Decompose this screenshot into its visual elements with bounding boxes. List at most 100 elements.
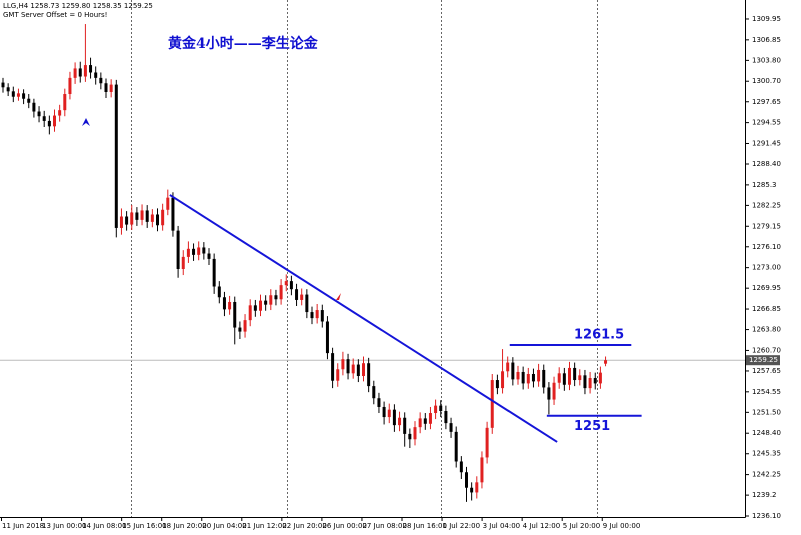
candle-body: [542, 369, 546, 388]
x-tick-label: 14 Jun 08:00: [82, 522, 126, 530]
chart-header: LLG,H4 1258.73 1259.80 1258.35 1259.25: [3, 2, 153, 10]
candle-body: [568, 367, 571, 385]
candle-body: [37, 111, 41, 117]
candle-body: [156, 214, 159, 226]
candle-body: [382, 406, 386, 418]
candle-body: [207, 253, 211, 259]
candle-body: [377, 398, 381, 407]
candle-body: [367, 363, 371, 387]
candle-body: [506, 362, 510, 372]
candle-body: [16, 93, 20, 97]
candle-body: [346, 359, 350, 374]
candle-body: [140, 210, 144, 220]
candle-body: [145, 210, 149, 222]
candle-body: [78, 68, 82, 77]
y-tick-label: 1248.40: [752, 429, 781, 437]
candle-body: [547, 387, 551, 400]
candle-body: [449, 423, 453, 432]
y-tick-label: 1276.10: [752, 243, 781, 251]
y-tick-label: 1309.95: [752, 15, 781, 23]
candle-body: [243, 320, 247, 332]
trendline: [169, 194, 558, 443]
candle-body: [253, 305, 257, 311]
candle-body: [593, 378, 597, 384]
candle-body: [526, 373, 530, 384]
x-tick-label: 18 Jun 20:00: [162, 522, 206, 530]
y-tick-label: 1297.65: [752, 98, 781, 106]
arrow-marker: [336, 293, 341, 300]
y-tick-label: 1251.50: [752, 408, 781, 416]
x-tick-label: 13 Jun 00:00: [42, 522, 86, 530]
candle-body: [166, 197, 170, 210]
x-tick-label: 21 Jun 12:00: [242, 522, 286, 530]
candle-body: [284, 281, 288, 286]
candle-body: [516, 371, 520, 380]
y-tick-label: 1269.95: [752, 284, 781, 292]
candle-body: [1, 82, 5, 88]
candle-body: [63, 94, 67, 111]
y-tick-label: 1257.65: [752, 367, 781, 375]
candle-body: [408, 433, 412, 440]
candle-body: [336, 369, 340, 381]
candle-body: [485, 427, 489, 458]
candle-body: [181, 256, 185, 269]
candle-body: [351, 364, 355, 374]
y-tick-label: 1239.2: [752, 491, 777, 499]
level-label: 1261.5: [574, 328, 624, 343]
x-tick-label: 26 Jun 00:00: [322, 522, 366, 530]
candle-body: [300, 294, 304, 300]
candle-body: [161, 209, 165, 226]
y-tick-label: 1266.85: [752, 305, 781, 313]
chart-subheader: GMT Server Offset = 0 Hours!: [3, 11, 107, 19]
candle-body: [42, 116, 46, 121]
candle-body: [490, 380, 494, 428]
candle-body: [295, 289, 299, 300]
y-tick-label: 1236.10: [752, 512, 781, 520]
y-tick-label: 1291.45: [752, 139, 781, 147]
x-tick-label: 5 Jul 20:00: [563, 522, 601, 530]
candle-body: [135, 212, 139, 220]
candle-body: [331, 353, 335, 381]
candle-body: [341, 359, 345, 370]
candle-body: [475, 482, 479, 493]
x-tick-label: 11 Jun 2018: [2, 522, 44, 530]
y-tick-label: 1300.70: [752, 77, 781, 85]
candle-body: [119, 216, 123, 228]
x-tick-label: 28 Jun 16:00: [403, 522, 447, 530]
candle-body: [99, 77, 103, 84]
candle-body: [398, 417, 402, 426]
candle-body: [428, 413, 432, 424]
candle-body: [238, 327, 242, 332]
y-tick-label: 1294.55: [752, 119, 781, 127]
candle-body: [130, 212, 134, 225]
x-tick-label: 3 Jul 04:00: [483, 522, 521, 530]
candle-body: [32, 102, 36, 112]
candle-body: [176, 230, 180, 269]
candle-body: [289, 281, 293, 290]
candle-body: [537, 369, 541, 382]
y-tick-label: 1288.40: [752, 160, 781, 168]
candle-body: [480, 457, 484, 483]
y-tick-label: 1285.3: [752, 181, 777, 189]
candle-body: [305, 294, 309, 313]
candle-body: [418, 418, 422, 428]
candle-body: [104, 83, 108, 92]
candle-body: [89, 65, 93, 73]
candle-body: [562, 373, 566, 385]
candle-body: [413, 427, 417, 440]
x-tick-label: 27 Jun 08:00: [362, 522, 406, 530]
candle-body: [264, 300, 268, 305]
candle-body: [279, 285, 283, 300]
candle-body: [444, 411, 448, 424]
candle-body: [6, 87, 10, 92]
x-tick-label: 15 Jun 16:00: [122, 522, 166, 530]
candle-body: [392, 409, 396, 426]
candle-body: [315, 310, 319, 319]
candle-body: [465, 472, 468, 488]
candle-body: [150, 214, 154, 222]
candle-body: [439, 405, 443, 412]
candle-body: [58, 110, 62, 116]
chart-title: 黄金4小时——李生论金: [168, 35, 319, 52]
